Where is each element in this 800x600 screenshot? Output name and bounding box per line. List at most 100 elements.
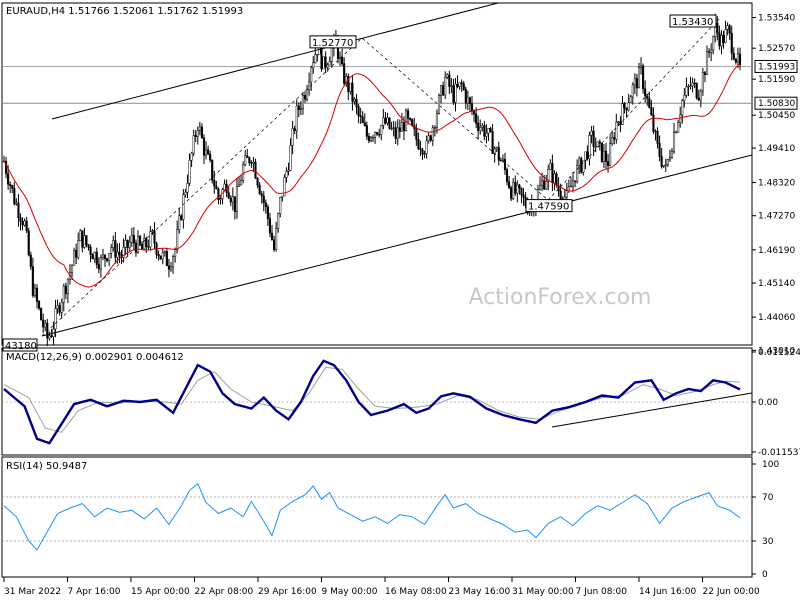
- candle-body: [619, 121, 622, 125]
- candle-body: [642, 65, 645, 90]
- candle-body: [151, 230, 154, 232]
- candle-body: [611, 137, 614, 144]
- candle-body: [400, 122, 403, 132]
- candle-body: [64, 285, 67, 294]
- candle-body: [444, 77, 447, 96]
- candle-body: [291, 128, 294, 146]
- candle-body: [547, 168, 550, 182]
- candle-body: [617, 121, 620, 123]
- candle-body: [466, 97, 469, 104]
- candle-body: [442, 85, 445, 96]
- price-annotations: 1.52770 1.47590 1.53430 43180: [2, 14, 717, 352]
- candle-body: [165, 251, 168, 267]
- candle-body: [70, 265, 74, 273]
- candle-body: [470, 103, 474, 112]
- candle-body: [184, 191, 187, 195]
- candle-body: [677, 122, 680, 133]
- candle-body: [495, 147, 498, 150]
- candle-body: [328, 61, 331, 66]
- candle-body: [730, 32, 733, 54]
- candle-body: [594, 146, 597, 148]
- candle-body: [541, 180, 544, 186]
- candle-body: [499, 160, 502, 162]
- candle-body: [60, 302, 63, 313]
- upper-channel-line: [51, 2, 499, 120]
- candle-body: [159, 255, 162, 260]
- candle-body: [103, 254, 107, 259]
- candle-body: [27, 230, 30, 256]
- candle-body: [62, 285, 65, 303]
- candle-body: [363, 122, 366, 126]
- price-tick-label: 1.50450: [758, 111, 795, 121]
- price-annotation-box: [309, 35, 357, 49]
- candle-body: [555, 173, 558, 186]
- candle-body: [320, 46, 323, 70]
- candle-body: [699, 90, 702, 101]
- candle-body: [600, 143, 603, 162]
- candle-body: [172, 256, 175, 268]
- rsi-tick-label: 0: [762, 570, 768, 580]
- candle-body: [316, 53, 319, 56]
- candle-body: [361, 116, 364, 123]
- candle-body: [559, 190, 562, 199]
- candle-body: [343, 63, 346, 84]
- candle-body: [695, 83, 698, 99]
- candle-body: [345, 76, 348, 84]
- candle-body: [207, 149, 210, 155]
- candle-body: [382, 117, 385, 126]
- candle-body: [646, 95, 649, 99]
- candle-body: [588, 135, 591, 159]
- candle-body: [738, 53, 742, 65]
- candle-body: [460, 82, 463, 84]
- candle-body: [590, 130, 593, 136]
- candle-body: [604, 150, 608, 162]
- candle-body: [147, 246, 150, 248]
- macd-tick-label: 0.011524: [758, 348, 800, 358]
- candle-body: [549, 163, 552, 170]
- candle-body: [19, 217, 22, 222]
- candle-body: [679, 114, 682, 123]
- candle-body: [163, 251, 166, 254]
- candle-body: [209, 153, 212, 161]
- candle-body: [615, 121, 618, 140]
- candle-body: [374, 132, 377, 138]
- candle-body: [81, 230, 84, 248]
- price-marker-box: [754, 96, 798, 110]
- candle-body: [279, 197, 282, 214]
- candle-body: [637, 67, 641, 89]
- candle-body: [229, 197, 232, 203]
- candle-body: [211, 159, 214, 181]
- candle-body: [392, 127, 395, 129]
- candle-body: [23, 220, 26, 226]
- candle-body: [613, 137, 616, 140]
- price-axis: 1.53540 1.52570 1.51590 1.50450 1.49410 1.483…: [752, 14, 798, 356]
- candle-body: [9, 183, 12, 186]
- candle-body: [662, 165, 665, 167]
- rsi-axis: 100 70 30 0: [752, 460, 779, 580]
- candle-body: [654, 130, 657, 133]
- candle-body: [44, 322, 47, 328]
- price-tick-label: 1.43010: [758, 346, 795, 356]
- candle-body: [543, 180, 546, 190]
- price-marker-label: 1.51993: [758, 62, 795, 72]
- macd-tick-label: 0.00: [758, 398, 778, 408]
- candle-body: [174, 249, 177, 257]
- candle-body: [705, 51, 709, 76]
- price-annotation-label: 1.52770: [312, 38, 353, 49]
- candle-body: [720, 34, 723, 47]
- candle-body: [386, 117, 389, 124]
- candle-body: [248, 157, 251, 163]
- candle-body: [429, 135, 432, 141]
- price-annotation-label: 43180: [5, 341, 37, 352]
- candle-body: [427, 135, 430, 142]
- candle-body: [182, 194, 185, 220]
- candle-body: [303, 95, 307, 100]
- candle-body: [503, 158, 507, 170]
- candle-body: [369, 137, 373, 142]
- candle-body: [114, 240, 117, 258]
- candle-body: [314, 54, 317, 63]
- candle-body: [435, 112, 438, 128]
- rsi-tick-label: 100: [762, 460, 779, 470]
- candle-body: [118, 251, 121, 256]
- candle-body: [689, 85, 692, 87]
